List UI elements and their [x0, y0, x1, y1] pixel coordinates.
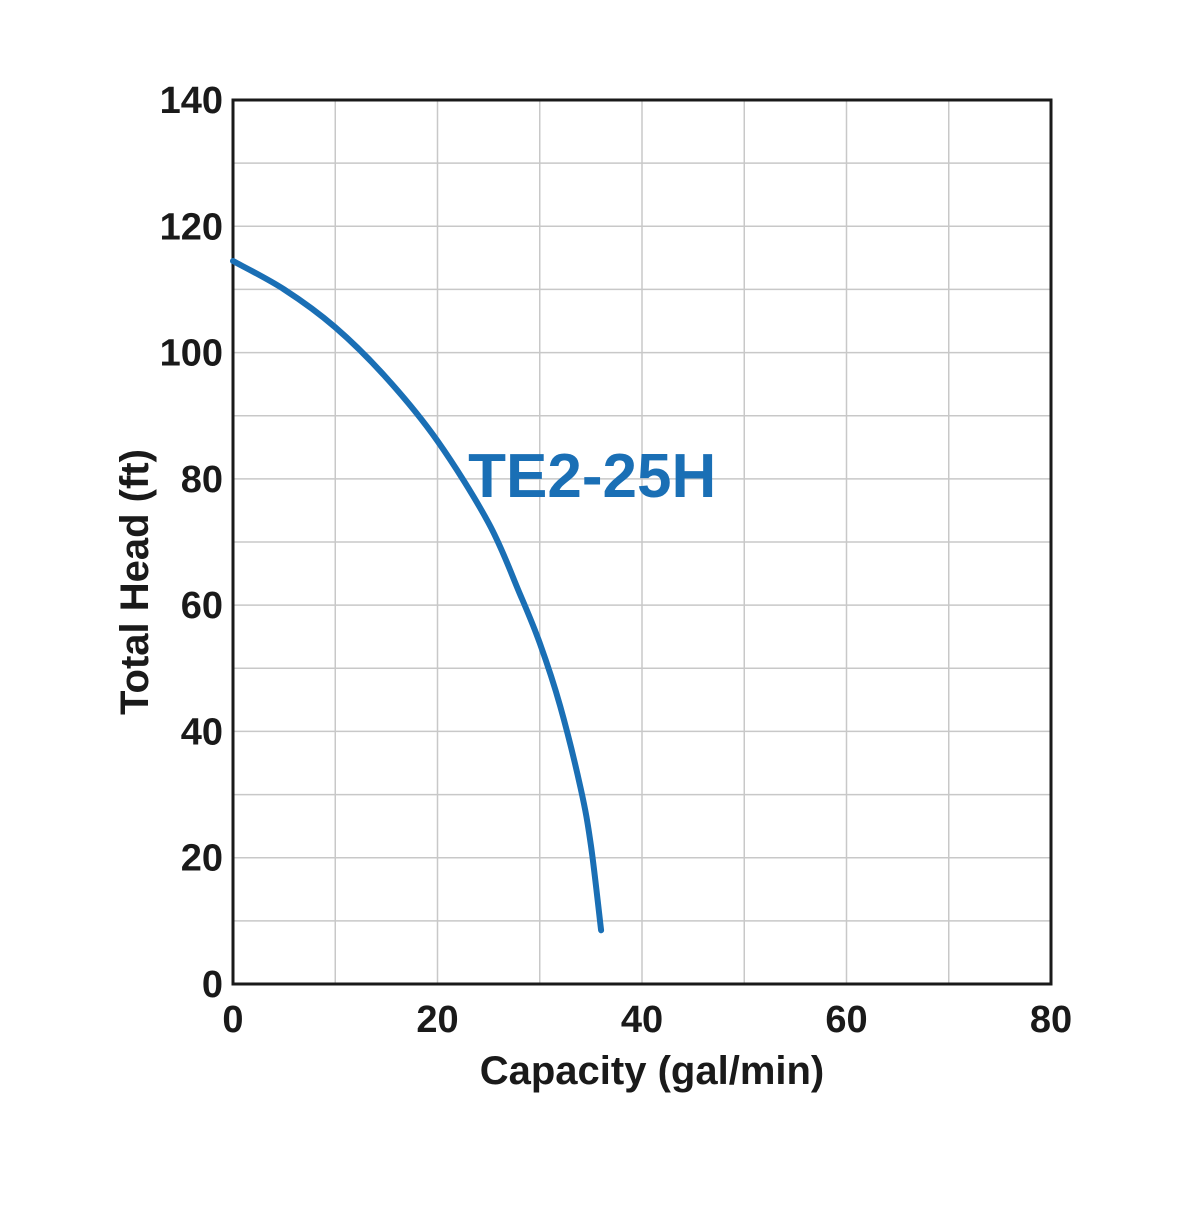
x-axis-ticks: 0 20 40 60 80 [222, 999, 1072, 1041]
series: TE2-25H [230, 258, 716, 934]
y-tick-label: 20 [181, 838, 223, 880]
x-tick-label: 60 [825, 999, 867, 1041]
y-tick-label: 100 [160, 333, 223, 375]
y-tick-label: 0 [202, 964, 223, 1006]
y-tick-label: 60 [181, 585, 223, 627]
y-tick-label: 140 [160, 80, 223, 122]
x-tick-label: 0 [222, 999, 243, 1041]
y-tick-label: 40 [181, 711, 223, 753]
grid [233, 100, 1051, 984]
series-line [230, 258, 605, 934]
x-tick-label: 20 [416, 999, 458, 1041]
plot-frame [231, 98, 1053, 986]
series-label: TE2-25H [468, 442, 716, 511]
y-axis-ticks: 0 20 40 60 80 100 120 140 [160, 80, 223, 1006]
x-tick-label: 80 [1030, 999, 1072, 1041]
y-axis-title: Total Head (ft) [113, 449, 157, 715]
y-tick-label: 80 [181, 459, 223, 501]
x-axis-title: Capacity (gal/min) [480, 1049, 825, 1093]
y-tick-label: 120 [160, 206, 223, 248]
x-tick-label: 40 [621, 999, 663, 1041]
